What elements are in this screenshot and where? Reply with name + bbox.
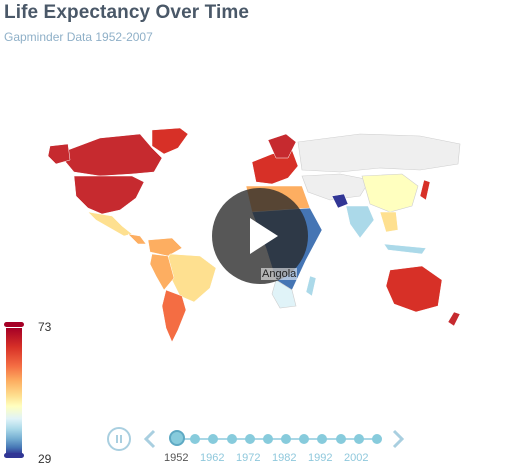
timeline-dot[interactable] <box>262 434 273 444</box>
legend-min-label: 29 <box>38 452 52 466</box>
country-alaska[interactable] <box>47 143 71 165</box>
country-argentina[interactable] <box>161 289 187 343</box>
legend-max-handle[interactable] <box>4 322 24 327</box>
legend-min-handle[interactable] <box>4 453 24 458</box>
next-year-button[interactable] <box>389 428 407 450</box>
country-afghanistan[interactable] <box>331 193 349 209</box>
country-mexico[interactable] <box>87 211 133 237</box>
timeline-current-handle[interactable] <box>169 430 185 446</box>
country-new-zealand[interactable] <box>447 311 461 327</box>
country-central-asia[interactable] <box>301 173 371 201</box>
country-hover-label: Angola <box>261 268 298 280</box>
country-japan[interactable] <box>419 179 431 201</box>
year-label-1952[interactable]: 1952 <box>164 452 189 464</box>
timeline-dot[interactable] <box>353 434 364 444</box>
timeline-dot[interactable] <box>372 434 382 444</box>
country-central-america[interactable] <box>127 233 147 245</box>
country-south-africa[interactable] <box>271 279 297 309</box>
country-russia[interactable] <box>297 133 461 173</box>
year-label-1982[interactable]: 1982 <box>272 452 297 464</box>
color-legend-bar <box>6 328 22 454</box>
year-label-1962[interactable]: 1962 <box>200 452 225 464</box>
timeline-dot[interactable] <box>208 434 219 444</box>
chevron-left-icon <box>143 429 156 449</box>
timeline-dot[interactable] <box>281 434 292 444</box>
timeline-dot[interactable] <box>226 434 237 444</box>
country-australia[interactable] <box>385 265 443 313</box>
timeline-dot[interactable] <box>244 434 255 444</box>
country-scandinavia[interactable] <box>267 133 297 159</box>
country-usa[interactable] <box>73 175 145 215</box>
pause-icon <box>116 435 122 443</box>
pause-button[interactable] <box>107 427 131 451</box>
country-madagascar[interactable] <box>305 275 317 297</box>
country-se-asia[interactable] <box>379 211 399 233</box>
play-icon <box>250 218 278 254</box>
timeline-dot[interactable] <box>190 434 201 444</box>
year-label-1972[interactable]: 1972 <box>236 452 261 464</box>
year-label-2002[interactable]: 2002 <box>344 452 369 464</box>
timeline-track[interactable] <box>177 438 377 440</box>
world-choropleth-map[interactable] <box>40 120 480 350</box>
page-title: Life Expectancy Over Time <box>4 2 250 23</box>
legend-max-label: 73 <box>38 320 52 334</box>
year-label-1992[interactable]: 1992 <box>308 452 333 464</box>
previous-year-button[interactable] <box>141 428 159 450</box>
country-colombia[interactable] <box>147 237 183 257</box>
timeline-dot[interactable] <box>299 434 310 444</box>
country-indonesia[interactable] <box>383 243 427 255</box>
country-peru[interactable] <box>149 253 175 291</box>
page-subtitle: Gapminder Data 1952-2007 <box>4 30 153 44</box>
country-china[interactable] <box>361 173 419 213</box>
timeline-dot[interactable] <box>317 434 328 444</box>
country-greenland[interactable] <box>151 127 189 155</box>
country-india[interactable] <box>345 205 375 239</box>
country-canada[interactable] <box>63 133 163 177</box>
chevron-right-icon <box>392 429 405 449</box>
timeline-dot[interactable] <box>335 434 346 444</box>
